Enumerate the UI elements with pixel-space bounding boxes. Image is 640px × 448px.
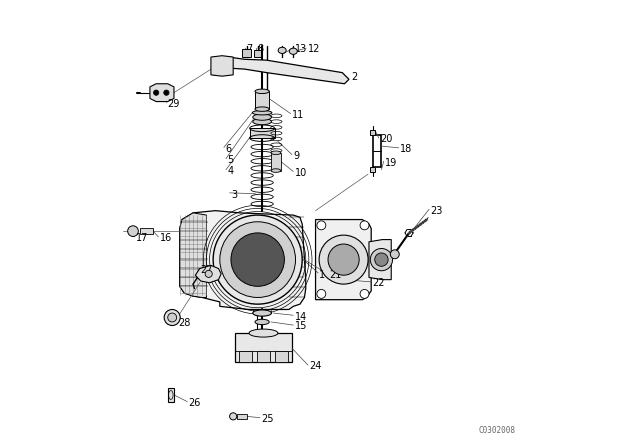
Text: 19: 19: [385, 158, 397, 168]
Text: 22: 22: [372, 278, 385, 288]
Text: 4: 4: [227, 167, 234, 177]
Text: 18: 18: [400, 144, 412, 154]
Bar: [237, 414, 246, 418]
Bar: [242, 49, 251, 57]
Circle shape: [375, 253, 388, 266]
Circle shape: [164, 90, 169, 95]
Ellipse shape: [255, 89, 269, 94]
Text: 21: 21: [329, 270, 341, 280]
Ellipse shape: [271, 151, 281, 155]
Text: 17: 17: [136, 233, 148, 243]
Text: C0302008: C0302008: [479, 426, 516, 435]
Text: 3: 3: [231, 190, 237, 200]
Ellipse shape: [252, 111, 272, 115]
Text: 15: 15: [294, 321, 307, 332]
Bar: [254, 50, 261, 57]
Ellipse shape: [278, 47, 286, 53]
Text: 16: 16: [160, 233, 172, 243]
Bar: [250, 128, 275, 138]
Bar: [257, 351, 270, 362]
Bar: [140, 228, 153, 234]
Text: 26: 26: [189, 398, 201, 408]
Circle shape: [360, 289, 369, 298]
Circle shape: [127, 226, 138, 237]
Circle shape: [328, 244, 359, 275]
Text: 28: 28: [179, 318, 191, 328]
Circle shape: [390, 250, 399, 259]
Circle shape: [220, 222, 296, 297]
Ellipse shape: [289, 48, 298, 54]
Polygon shape: [150, 84, 174, 102]
Polygon shape: [180, 213, 207, 297]
Polygon shape: [369, 240, 391, 280]
Text: 24: 24: [309, 362, 322, 371]
Bar: [275, 351, 288, 362]
Text: 29: 29: [168, 99, 180, 109]
Circle shape: [317, 289, 326, 298]
Text: 20: 20: [380, 134, 392, 144]
Bar: [168, 388, 174, 402]
Text: 14: 14: [294, 312, 307, 322]
Text: 23: 23: [431, 206, 443, 215]
Bar: [370, 167, 375, 172]
Ellipse shape: [253, 118, 271, 125]
Polygon shape: [195, 265, 221, 283]
Circle shape: [154, 90, 159, 95]
Circle shape: [213, 215, 302, 304]
Text: 7: 7: [246, 44, 253, 55]
Polygon shape: [213, 57, 349, 84]
Ellipse shape: [271, 169, 281, 172]
Text: 25: 25: [261, 414, 274, 424]
Ellipse shape: [253, 310, 271, 316]
Bar: [271, 153, 281, 171]
Text: 8: 8: [258, 44, 264, 55]
Circle shape: [317, 221, 326, 230]
Circle shape: [319, 235, 368, 284]
Text: 13: 13: [294, 44, 307, 54]
Text: 11: 11: [292, 110, 304, 120]
Circle shape: [231, 233, 284, 286]
Circle shape: [360, 221, 369, 230]
Circle shape: [168, 313, 177, 322]
Polygon shape: [211, 56, 233, 76]
Text: 27: 27: [200, 265, 212, 275]
Circle shape: [371, 249, 392, 271]
Ellipse shape: [253, 114, 271, 120]
Bar: [255, 91, 269, 109]
Text: 6: 6: [225, 144, 231, 154]
Text: 12: 12: [308, 44, 320, 54]
Circle shape: [230, 413, 237, 420]
Polygon shape: [316, 220, 371, 300]
Text: 2: 2: [351, 72, 357, 82]
Bar: [370, 129, 375, 135]
Circle shape: [164, 310, 180, 326]
Circle shape: [205, 270, 212, 277]
Ellipse shape: [249, 329, 278, 337]
Polygon shape: [180, 211, 306, 310]
Ellipse shape: [255, 107, 269, 112]
Text: 1: 1: [319, 270, 325, 280]
Text: 5: 5: [227, 155, 234, 165]
Bar: [234, 333, 292, 362]
Bar: [239, 351, 252, 362]
Text: 9: 9: [293, 151, 300, 161]
Ellipse shape: [255, 319, 269, 325]
Text: 10: 10: [294, 168, 307, 178]
